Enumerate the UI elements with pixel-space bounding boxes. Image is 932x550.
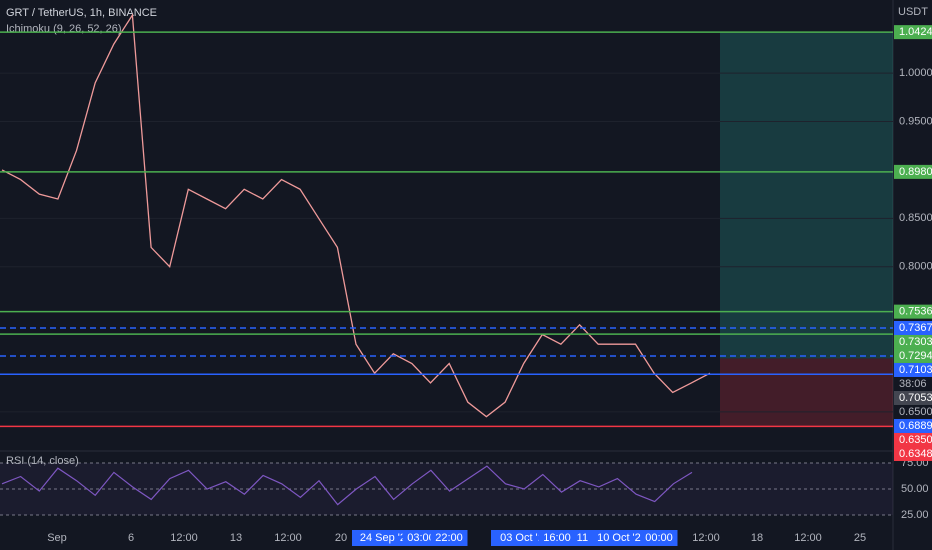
x-tick-label: 18 [751,532,763,544]
price-label-box [894,348,932,363]
price-label-box [894,362,932,377]
time-highlight [588,530,656,546]
y-tick-label: 0.6500 [899,406,932,418]
price-label: 0.6889 [899,420,932,432]
price-label-box [894,390,932,405]
currency: USDT [898,6,928,18]
rsi-tick-label: 25.00 [901,509,929,521]
x-tick-label: 25 [854,532,866,544]
price-label: 0.8980 [899,166,932,178]
price-label-box [894,25,932,40]
x-tick-label: 00:00 [645,532,673,544]
price-label: 0.7367 [899,322,932,334]
price-label: 0.7103 [899,364,932,376]
time-highlight [538,530,576,546]
price-label: 0.7303 [899,336,932,348]
y-tick-label: 1.0000 [899,67,932,79]
indicator-title: Ichimoku (9, 26, 52, 26) [6,23,122,35]
currency-box [899,5,929,19]
x-tick-label: 12:00 [274,532,302,544]
x-tick-label: 24 Sep '21 [360,532,412,544]
time-highlight [430,530,468,546]
price-label-box [894,164,932,179]
price-label-box [894,432,932,447]
x-tick-label: Sep [47,532,67,544]
x-tick-label: 10 Oct '21 [597,532,647,544]
price-line [1,13,711,418]
x-tick-label: 13 [230,532,242,544]
price-label-box [894,418,932,433]
price-label: 1.0424 [899,26,932,38]
price-label-box [894,446,932,461]
target-zone [720,32,893,359]
rsi-line [1,465,693,506]
time-highlight [402,530,440,546]
x-tick-label: 22:00 [435,532,463,544]
x-tick-label: 6 [128,532,134,544]
price-label-box [894,334,932,349]
symbol-title: GRT / TetherUS, 1h, BINANCE [6,7,157,19]
countdown: 38:06 [899,378,927,390]
price-label: 0.7294 [899,350,932,362]
price-label: 0.6350 [899,434,932,446]
x-tick-label: 03 Oct '21 [500,532,550,544]
price-label-box [894,304,932,319]
x-tick-label: 16:00 [543,532,571,544]
price-label: 0.6348 [899,448,932,460]
x-tick-label: 12:00 [692,532,720,544]
x-tick-label: 03:00 [407,532,435,544]
time-highlight [640,530,678,546]
stop-zone [720,358,893,427]
price-label: 0.7053 [899,392,932,404]
rsi-tick-label: 50.00 [901,483,929,495]
rsi-title: RSI (14, close) [6,455,79,467]
y-tick-label: 0.8500 [899,212,932,224]
rsi-band [0,463,893,516]
y-tick-label: 0.8000 [899,261,932,273]
x-tick-label: 12:00 [170,532,198,544]
x-tick-label: 12:00 [794,532,822,544]
price-label: 0.7536 [899,306,932,318]
x-tick-label: 20 [335,532,347,544]
price-label-box [894,320,932,335]
y-tick-label: 0.9500 [899,115,932,127]
countdown-box [894,376,932,391]
